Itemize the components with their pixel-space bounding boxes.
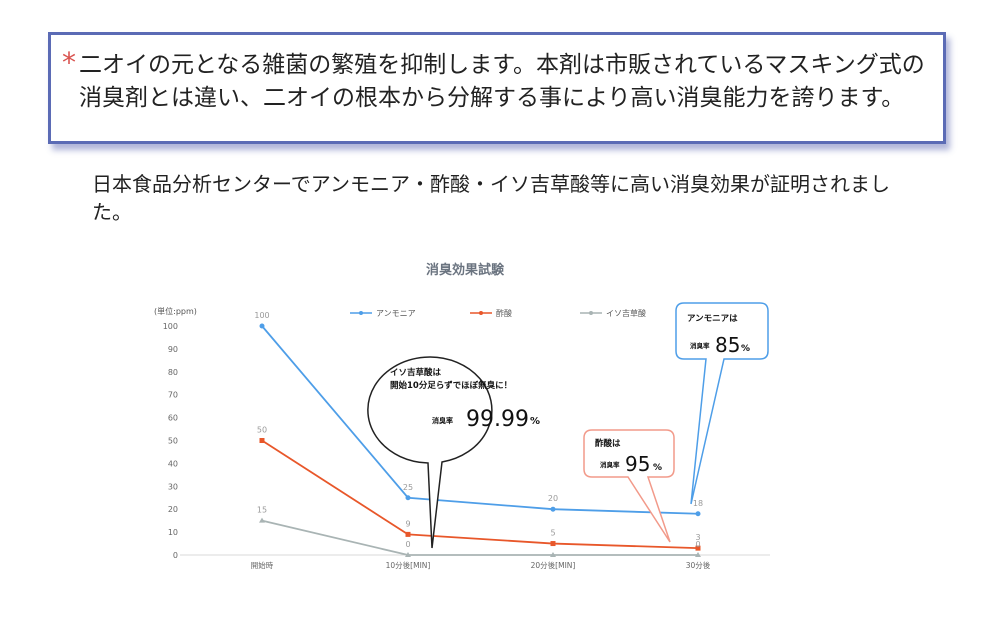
legend-label: 酢酸 bbox=[496, 308, 512, 318]
data-point bbox=[259, 438, 265, 443]
data-label: 18 bbox=[693, 499, 703, 508]
data-point bbox=[405, 531, 411, 537]
data-point bbox=[695, 552, 701, 557]
y-tick-label: 40 bbox=[168, 459, 178, 468]
callout-rate-value: 99.99 bbox=[466, 407, 529, 432]
data-label: 3 bbox=[695, 533, 700, 542]
data-label: 0 bbox=[405, 540, 410, 549]
data-label: 15 bbox=[257, 506, 267, 515]
callout-rate-label: 消臭率 bbox=[690, 341, 710, 350]
callout-rate-label: 消臭率 bbox=[432, 416, 453, 425]
y-tick-label: 30 bbox=[168, 482, 178, 491]
y-tick-label: 100 bbox=[163, 322, 178, 331]
callout-rate-value: 85 bbox=[715, 333, 740, 357]
data-point bbox=[259, 323, 265, 329]
y-axis-unit-label: (単位:ppm) bbox=[154, 306, 197, 316]
y-tick-label: 80 bbox=[168, 368, 178, 377]
callout-rate-label: 消臭率 bbox=[600, 460, 620, 469]
x-tick-label: 開始時 bbox=[251, 560, 274, 570]
data-label: 0 bbox=[695, 540, 700, 549]
data-label: 25 bbox=[403, 483, 413, 492]
data-point bbox=[695, 545, 701, 551]
data-label: 20 bbox=[548, 494, 558, 503]
x-tick-label: 30分後 bbox=[686, 560, 711, 570]
data-point bbox=[405, 495, 411, 501]
data-label: 100 bbox=[254, 311, 269, 320]
intro-text: 日本食品分析センターでアンモニア・酢酸・イソ吉草酸等に高い消臭効果が証明されまし… bbox=[92, 172, 890, 224]
y-tick-label: 70 bbox=[168, 391, 178, 400]
y-tick-label: 10 bbox=[168, 528, 178, 537]
asterisk-mark: * bbox=[62, 46, 76, 79]
chart-title: 消臭効果試験 bbox=[426, 262, 505, 278]
callout-box-shape bbox=[583, 429, 675, 543]
y-tick-label: 0 bbox=[173, 551, 178, 560]
x-ticks: 開始時 10分後[MIN] 20分後[MIN] 30分後 bbox=[251, 560, 711, 570]
callout-line1: アンモニアは bbox=[687, 314, 738, 324]
legend-marker bbox=[589, 311, 593, 315]
callout-rate-unit: % bbox=[653, 463, 662, 473]
speech-bubble-shape bbox=[367, 356, 493, 549]
series-line bbox=[261, 519, 698, 556]
callout-box-shape bbox=[675, 302, 769, 505]
data-point bbox=[695, 511, 701, 517]
y-tick-label: 60 bbox=[168, 414, 178, 423]
legend-marker bbox=[359, 311, 363, 315]
callout-line2: 開始10分足らずでほぼ無臭に！ bbox=[390, 380, 512, 391]
x-tick-label: 10分後[MIN] bbox=[386, 560, 431, 570]
data-label: 50 bbox=[257, 426, 267, 435]
callout-rate-unit: % bbox=[530, 416, 540, 427]
callout-rate-value: 95 bbox=[625, 452, 650, 476]
series-line bbox=[261, 325, 699, 515]
callout-rate-unit: % bbox=[741, 344, 750, 354]
x-tick-label: 20分後[MIN] bbox=[531, 560, 576, 570]
data-point bbox=[550, 541, 556, 547]
data-label: 5 bbox=[550, 529, 555, 538]
data-label: 9 bbox=[405, 519, 410, 528]
notice-text: 二オイの元となる雑菌の繁殖を抑制します。本剤は市販されているマスキング式の消臭剤… bbox=[79, 52, 925, 111]
data-point bbox=[259, 517, 265, 523]
callout-line1: 酢酸は bbox=[595, 438, 621, 449]
data-point bbox=[550, 552, 556, 557]
y-tick-label: 20 bbox=[168, 505, 178, 514]
y-tick-label: 90 bbox=[168, 345, 178, 354]
legend: アンモニア 酢酸 イソ吉草酸 bbox=[350, 308, 646, 318]
series-line bbox=[261, 439, 699, 550]
legend-marker bbox=[479, 311, 483, 315]
callout-line1: イソ吉草酸は bbox=[390, 367, 442, 378]
legend-label: アンモニア bbox=[376, 309, 416, 318]
notice-box: * 二オイの元となる雑菌の繁殖を抑制します。本剤は市販されているマスキング式の消… bbox=[48, 32, 946, 144]
data-point bbox=[405, 552, 411, 557]
legend-label: イソ吉草酸 bbox=[606, 308, 646, 318]
y-ticks: 0 10 20 30 40 50 60 70 80 90 100 bbox=[163, 322, 178, 560]
y-tick-label: 50 bbox=[168, 437, 178, 446]
data-point bbox=[550, 506, 556, 512]
